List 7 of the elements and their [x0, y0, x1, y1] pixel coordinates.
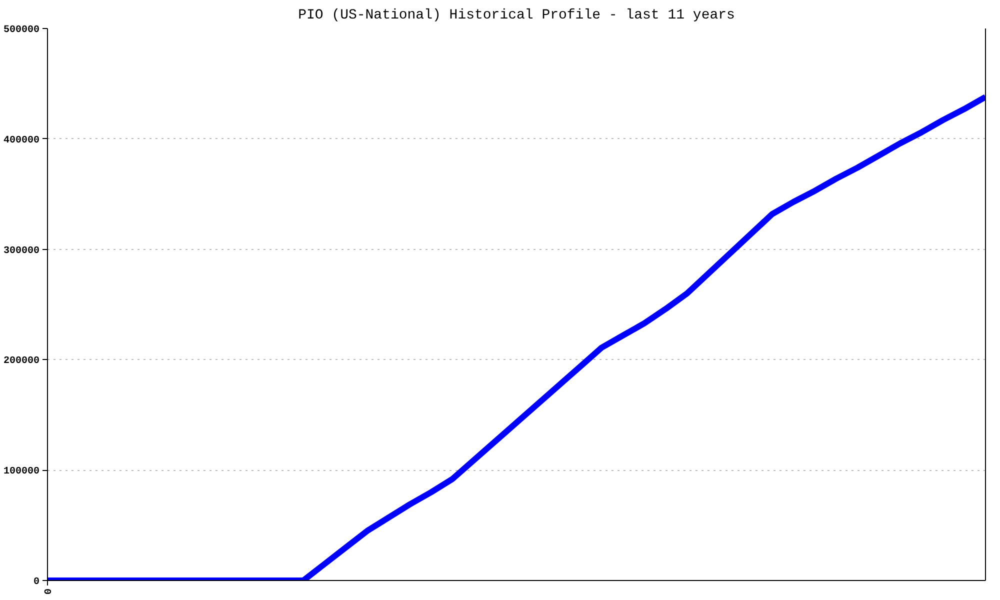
y-tick-label: 500000 — [3, 25, 40, 36]
y-tick-label: 400000 — [3, 135, 40, 146]
y-tick-label: 200000 — [3, 356, 40, 368]
y-tick-label: 0 — [34, 577, 40, 588]
chart-title: PIO (US-National) Historical Profile - last 11 years — [298, 8, 735, 24]
y-tick-label: 100000 — [3, 466, 40, 478]
y-tick-label: 300000 — [3, 246, 40, 257]
